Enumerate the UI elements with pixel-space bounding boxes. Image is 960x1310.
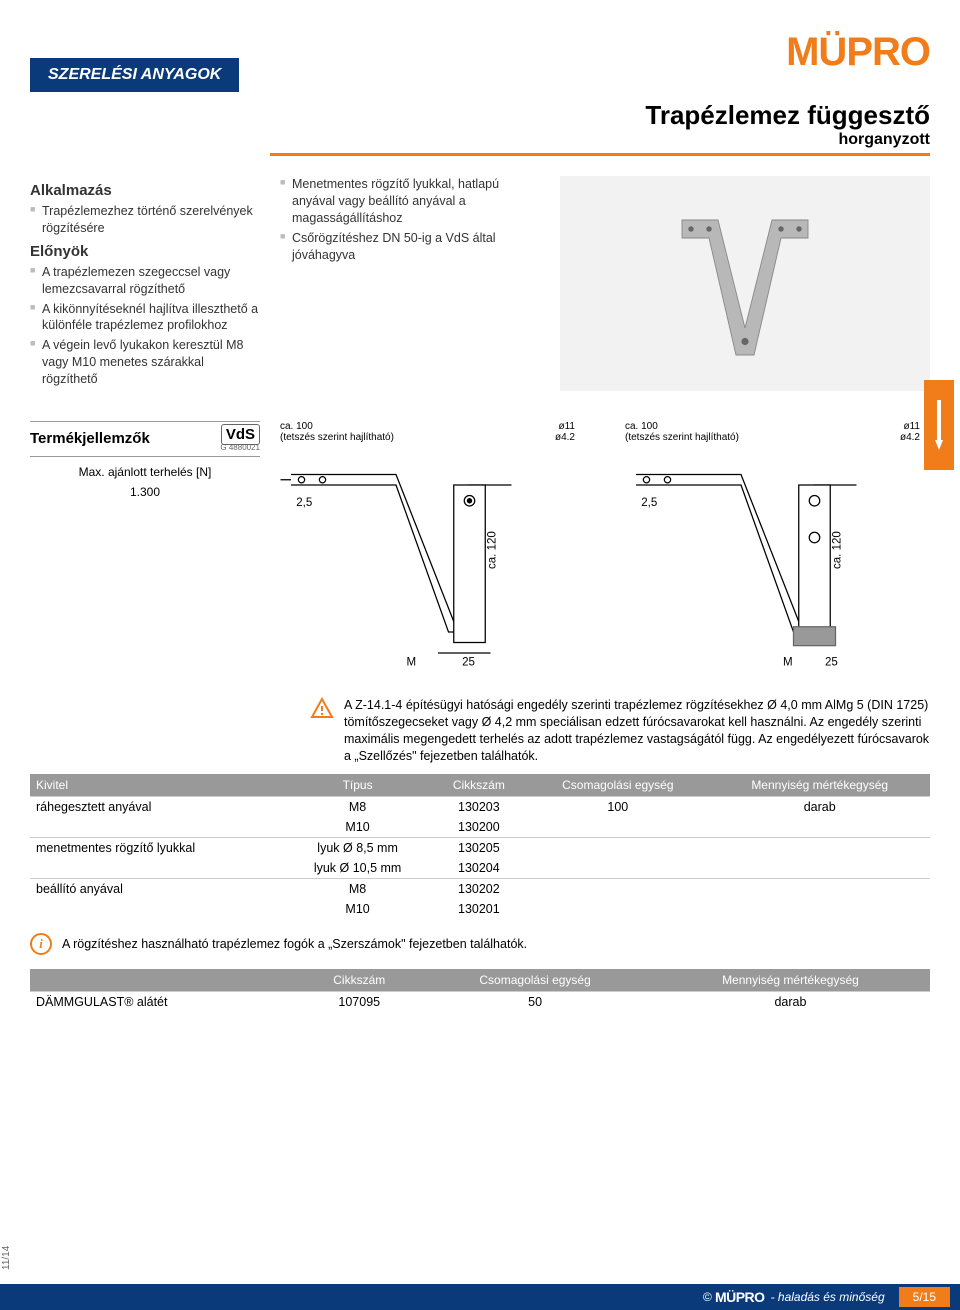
td — [526, 879, 709, 900]
th: Cikkszám — [299, 969, 419, 992]
svg-text:ca. 120: ca. 120 — [487, 531, 499, 569]
vds-code: G 4880021 — [220, 443, 260, 452]
section-heading-advantages: Előnyök — [30, 243, 260, 260]
td — [526, 858, 709, 879]
th: Típus — [284, 774, 432, 797]
td: 130203 — [431, 797, 526, 818]
svg-text:ca. 120: ca. 120 — [832, 531, 844, 569]
features-list: Menetmentes rögzítő lyukkal, hatlapú any… — [280, 176, 540, 263]
td: menetmentes rögzítő lyukkal — [30, 838, 284, 859]
vds-badge: VdS — [221, 424, 260, 445]
td — [30, 899, 284, 919]
td: darab — [651, 992, 930, 1013]
td: 130204 — [431, 858, 526, 879]
warning-icon — [310, 697, 334, 765]
td — [709, 838, 930, 859]
footer-brand: MÜPRO — [715, 1289, 765, 1305]
td — [709, 879, 930, 900]
td: M8 — [284, 879, 432, 900]
section-heading-application: Alkalmazás — [30, 182, 260, 199]
list-item: A kikönnyítéseknél hajlítva illeszthető … — [30, 301, 260, 335]
product-table-2: Cikkszám Csomagolási egység Mennyiség mé… — [30, 969, 930, 1012]
spec-value: 1.300 — [32, 483, 258, 501]
list-item: Csőrögzítéshez DN 50-ig a VdS által jóvá… — [280, 230, 540, 264]
td: ráhegesztett anyával — [30, 797, 284, 818]
td — [709, 817, 930, 838]
technical-diagram-2: ca. 100 ø11 (tetszés szerint hajlítható)… — [615, 421, 930, 677]
product-photo — [560, 176, 930, 391]
td: M8 — [284, 797, 432, 818]
list-item: A végein levő lyukakon keresztül M8 vagy… — [30, 337, 260, 388]
brand-logo: MÜPRO — [786, 30, 930, 75]
th: Mennyiség mértékegység — [709, 774, 930, 797]
svg-text:M: M — [407, 656, 417, 668]
td: 50 — [419, 992, 651, 1013]
td — [30, 817, 284, 838]
td: M10 — [284, 899, 432, 919]
diag-label: (tetszés szerint hajlítható) — [280, 432, 394, 443]
diag-label: ca. 100 — [625, 421, 658, 432]
technical-diagram-1: ca. 100 ø11 (tetszés szerint hajlítható)… — [270, 421, 585, 677]
th: Kivitel — [30, 774, 284, 797]
category-tab: SZERELÉSI ANYAGOK — [30, 58, 239, 92]
title-block: Trapézlemez függesztő horganyzott — [270, 100, 930, 156]
th: Csomagolási egység — [419, 969, 651, 992]
print-date: 11/14 — [1, 1246, 12, 1270]
diag-label: ca. 100 — [280, 421, 313, 432]
spec-label: Max. ajánlott terhelés [N] — [32, 463, 258, 481]
td: M10 — [284, 817, 432, 838]
page-number: 5/15 — [899, 1287, 950, 1307]
td: 130202 — [431, 879, 526, 900]
spec-heading: Termékjellemzők — [30, 430, 150, 447]
th: Csomagolási egység — [526, 774, 709, 797]
svg-text:25: 25 — [462, 656, 475, 668]
td: 107095 — [299, 992, 419, 1013]
info-text: A rögzítéshez használható trapézlemez fo… — [62, 937, 527, 951]
diag-label: ø11 — [904, 421, 921, 432]
svg-text:M: M — [783, 656, 793, 668]
td — [526, 899, 709, 919]
td: DÄMMGULAST® alátét — [30, 992, 299, 1013]
page-title: Trapézlemez függesztő — [270, 100, 930, 131]
diag-label: ø4.2 — [555, 432, 575, 443]
application-list: Trapézlemezhez történő szerelvények rögz… — [30, 203, 260, 237]
td: 130201 — [431, 899, 526, 919]
td: 130200 — [431, 817, 526, 838]
list-item: Trapézlemezhez történő szerelvények rögz… — [30, 203, 260, 237]
th: Mennyiség mértékegység — [651, 969, 930, 992]
svg-text:2,5: 2,5 — [296, 497, 312, 509]
svg-text:2,5: 2,5 — [641, 497, 657, 509]
spec-table: Max. ajánlott terhelés [N] 1.300 — [30, 461, 260, 503]
td: lyuk Ø 10,5 mm — [284, 858, 432, 879]
td: 130205 — [431, 838, 526, 859]
th — [30, 969, 299, 992]
diag-label: (tetszés szerint hajlítható) — [625, 432, 739, 443]
side-tab-icon — [924, 380, 954, 470]
product-table-1: Kivitel Típus Cikkszám Csomagolási egysé… — [30, 774, 930, 919]
th: Cikkszám — [431, 774, 526, 797]
td — [526, 817, 709, 838]
td: 100 — [526, 797, 709, 818]
td: lyuk Ø 8,5 mm — [284, 838, 432, 859]
copyright: © — [703, 1290, 712, 1304]
info-icon: i — [30, 933, 52, 955]
td — [709, 858, 930, 879]
td — [526, 838, 709, 859]
diag-label: ø4.2 — [900, 432, 920, 443]
td — [30, 858, 284, 879]
page-subtitle: horganyzott — [270, 131, 930, 149]
td: darab — [709, 797, 930, 818]
footer-tagline: - haladás és minőség — [771, 1290, 885, 1304]
advantages-list: A trapézlemezen szegeccsel vagy lemezcsa… — [30, 264, 260, 388]
list-item: A trapézlemezen szegeccsel vagy lemezcsa… — [30, 264, 260, 298]
page-footer: © MÜPRO - haladás és minőség 5/15 — [0, 1284, 960, 1310]
svg-text:25: 25 — [825, 656, 838, 668]
diag-label: ø11 — [559, 421, 576, 432]
td — [709, 899, 930, 919]
warning-text: A Z-14.1-4 építésügyi hatósági engedély … — [344, 697, 930, 765]
list-item: Menetmentes rögzítő lyukkal, hatlapú any… — [280, 176, 540, 227]
td: beállító anyával — [30, 879, 284, 900]
